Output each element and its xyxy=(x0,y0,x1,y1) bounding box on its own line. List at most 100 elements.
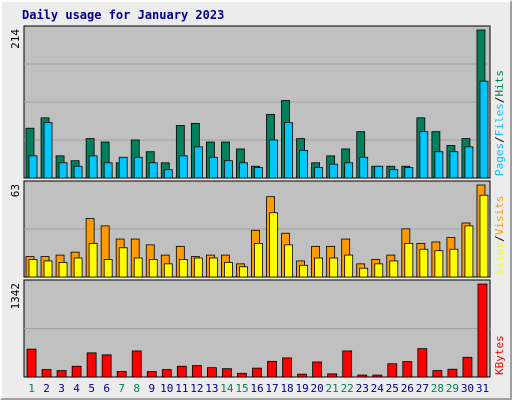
bar-kbytes xyxy=(282,357,292,378)
x-tick-label: 17 xyxy=(265,382,278,395)
legend-files: Files xyxy=(493,103,506,136)
bar-sites xyxy=(28,259,38,278)
bar-sites xyxy=(434,250,444,278)
bar-sites xyxy=(389,260,399,278)
bar-sites xyxy=(299,264,308,278)
bar-sites xyxy=(449,248,459,278)
bar-sites xyxy=(314,257,324,278)
bar-kbytes xyxy=(206,367,217,378)
x-tick-label: 16 xyxy=(250,382,263,395)
bar-kbytes xyxy=(237,372,247,378)
bar-kbytes xyxy=(116,371,127,378)
legend-pages: Pages xyxy=(493,143,506,176)
bar-kbytes xyxy=(447,368,458,378)
bar-files xyxy=(58,162,68,179)
x-tick-label: 20 xyxy=(311,382,324,395)
bar-kbytes xyxy=(387,363,398,378)
bar-files xyxy=(148,162,158,179)
bar-files xyxy=(254,167,263,179)
bar-files xyxy=(118,156,128,179)
x-tick-label: 8 xyxy=(133,382,140,395)
legend-label: KBytes xyxy=(493,335,506,375)
bar-sites xyxy=(239,266,248,278)
bar-sites xyxy=(43,260,53,278)
x-tick-label: 12 xyxy=(190,382,203,395)
bar-sites xyxy=(103,259,113,278)
bar-sites xyxy=(419,248,429,278)
x-tick-label: 11 xyxy=(175,382,188,395)
y-max-label: 214 xyxy=(9,29,22,49)
bar-files xyxy=(434,151,444,179)
bar-files xyxy=(404,167,414,179)
x-tick-label: 29 xyxy=(446,382,459,395)
x-tick-label: 13 xyxy=(205,382,218,395)
bar-kbytes xyxy=(41,369,52,378)
bar-files xyxy=(299,149,308,179)
x-tick-label: 19 xyxy=(295,382,308,395)
x-tick-label: 4 xyxy=(73,382,80,395)
bar-kbytes xyxy=(86,352,97,378)
bar-kbytes xyxy=(176,365,187,378)
bar-sites xyxy=(148,259,158,278)
legend-separator: / xyxy=(493,235,506,242)
bar-sites xyxy=(254,243,263,278)
bar-kbytes xyxy=(432,370,443,378)
bar-kbytes xyxy=(372,374,383,378)
bar-kbytes xyxy=(477,283,488,378)
y-max-label: 1342 xyxy=(9,283,22,310)
bar-sites xyxy=(118,247,128,278)
bar-files xyxy=(389,169,399,179)
bar-files xyxy=(359,156,369,179)
bar-files xyxy=(208,156,218,179)
bar-kbytes xyxy=(327,373,338,378)
x-tick-label: 15 xyxy=(235,382,248,395)
bar-files xyxy=(178,155,188,179)
bar-kbytes xyxy=(56,370,67,378)
bar-files xyxy=(224,160,233,179)
bar-sites xyxy=(344,254,354,278)
panel-kbytes: 1342 KBytes xyxy=(9,279,506,378)
x-tick-label: 1 xyxy=(28,382,35,395)
bar-files xyxy=(374,165,384,179)
legend-separator: / xyxy=(493,136,506,143)
x-tick-label: 5 xyxy=(88,382,95,395)
x-tick-label: 23 xyxy=(356,382,369,395)
bar-sites xyxy=(329,257,339,278)
bar-files xyxy=(73,165,83,179)
bar-sites xyxy=(178,259,188,278)
bar-files xyxy=(163,169,173,179)
x-tick-label: 28 xyxy=(431,382,444,395)
x-tick-label: 31 xyxy=(476,382,489,395)
bar-kbytes xyxy=(267,360,277,378)
x-tick-label: 26 xyxy=(401,382,414,395)
bar-files xyxy=(28,155,38,179)
bar-files xyxy=(269,139,278,179)
bar-sites xyxy=(73,257,83,278)
bar-sites xyxy=(193,257,203,278)
x-tick-label: 14 xyxy=(220,382,234,395)
x-tick-label: 9 xyxy=(148,382,155,395)
bar-kbytes xyxy=(357,374,368,378)
bar-kbytes xyxy=(101,354,112,378)
bar-kbytes xyxy=(222,368,232,378)
bar-sites xyxy=(269,212,278,278)
bar-sites xyxy=(359,267,369,278)
bar-kbytes xyxy=(161,369,172,378)
bar-files xyxy=(479,80,489,179)
legend-label: Pages/Files/Hits xyxy=(493,70,506,176)
bar-files xyxy=(344,162,354,179)
bar-sites xyxy=(208,257,218,278)
legend-sites: Sites xyxy=(493,242,506,275)
bar-files xyxy=(193,146,203,179)
bar-kbytes xyxy=(297,373,307,378)
bar-kbytes xyxy=(462,356,473,378)
bar-kbytes xyxy=(402,361,413,378)
legend-kbytes: KBytes xyxy=(493,335,506,375)
bar-kbytes xyxy=(252,367,262,378)
bar-kbytes xyxy=(417,348,428,378)
bar-files xyxy=(464,146,474,179)
bar-kbytes xyxy=(191,365,202,378)
bar-sites xyxy=(374,263,384,278)
bar-files xyxy=(103,162,113,179)
